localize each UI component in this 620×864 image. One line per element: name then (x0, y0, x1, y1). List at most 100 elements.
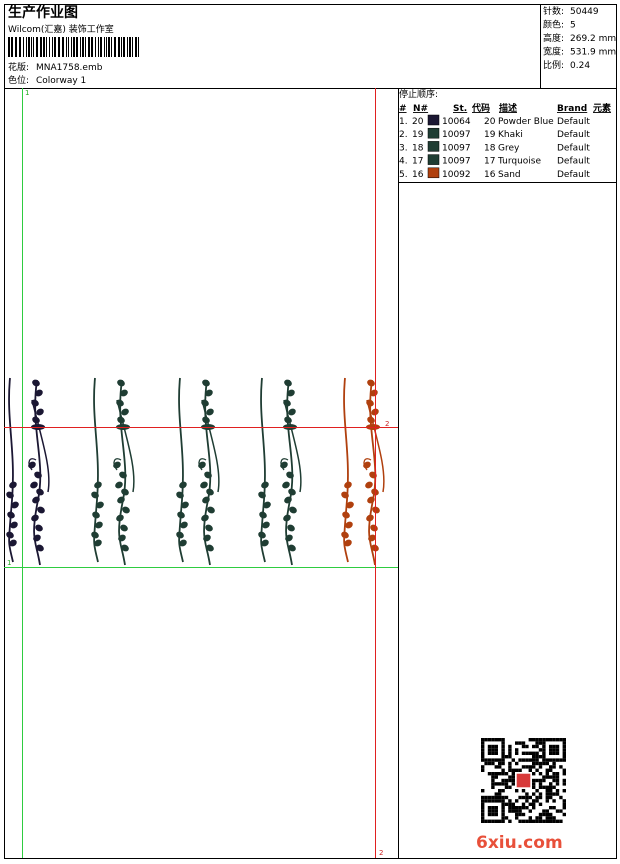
row-index: 3. (399, 143, 408, 153)
qr-module (542, 761, 546, 766)
qr-module (552, 778, 556, 783)
title: 生产作业图 (8, 4, 78, 21)
qr-module (508, 819, 512, 823)
qr-module (552, 761, 556, 766)
qr-module (532, 758, 536, 762)
qr-module (528, 768, 532, 772)
qr-module (498, 738, 502, 742)
qr-module (549, 792, 553, 796)
qr-module (528, 758, 532, 762)
leaf (119, 471, 127, 479)
qr-module (555, 819, 560, 823)
qr-module (501, 738, 505, 742)
qr-module (549, 758, 553, 762)
barcode-bar (31, 37, 32, 57)
column-header: 代码 (471, 102, 490, 114)
qr-module (538, 782, 543, 786)
qr-module (538, 802, 543, 806)
qr-code (481, 738, 566, 823)
leaf (32, 379, 40, 387)
qr-module (538, 772, 543, 776)
qr-module (481, 802, 485, 806)
qr-module (555, 744, 560, 749)
qr-module (501, 768, 505, 772)
qr-module (481, 809, 485, 813)
barcode-bar (114, 37, 116, 57)
qr-module (498, 795, 502, 800)
leaf (367, 416, 375, 424)
qr-module (542, 738, 546, 742)
thread-code: 10097 (442, 130, 471, 140)
qr-module (545, 761, 549, 766)
qr-module (491, 785, 495, 789)
leaf (262, 521, 270, 529)
code: 17 (484, 157, 495, 167)
barcode-bar (66, 37, 67, 57)
qr-module (498, 789, 502, 793)
qr-module (562, 758, 566, 762)
leaf (6, 491, 14, 499)
leaf (116, 514, 124, 522)
leaf (198, 461, 206, 469)
qr-module (535, 768, 539, 772)
qr-module (545, 816, 549, 820)
qr-module (494, 775, 498, 779)
qr-module (532, 819, 536, 823)
leaf (31, 514, 39, 522)
description: Powder Blue (498, 117, 554, 127)
leaf (206, 544, 214, 552)
qr-module (491, 738, 495, 742)
barcode-bar (95, 37, 96, 57)
leaf (181, 501, 189, 509)
qr-module (535, 778, 539, 783)
barcode-bar (36, 37, 38, 57)
qr-module (484, 799, 488, 803)
qr-module (491, 758, 495, 762)
qr-module (494, 795, 498, 800)
barcode-bar (43, 37, 45, 57)
qr-module (528, 765, 532, 769)
barcode-bar (8, 37, 10, 57)
leaf (96, 501, 104, 509)
qr-module (542, 775, 546, 779)
stat-label: 宽度: (543, 46, 564, 58)
barcode-bar (58, 37, 60, 57)
row-index: 2. (399, 130, 408, 140)
qr-module (511, 802, 515, 806)
design: MNA1758.emb (36, 63, 103, 73)
qr-module (535, 789, 539, 793)
qr-module (501, 819, 505, 823)
qr-module (487, 758, 492, 762)
description: Khaki (498, 130, 523, 140)
qr-module (504, 816, 509, 820)
qr-module (535, 795, 539, 800)
leaf (289, 506, 297, 514)
color-swatch (427, 127, 440, 139)
qr-module (562, 755, 566, 759)
leaf (365, 481, 373, 489)
brand: Default (557, 117, 590, 127)
qr-module (562, 744, 566, 749)
leaf (37, 506, 45, 514)
qr-module (545, 795, 549, 800)
qr-module (559, 738, 563, 742)
leaf (285, 534, 293, 542)
leaf (122, 506, 130, 514)
barcode-bar (52, 37, 53, 57)
qr-module (491, 775, 495, 779)
qr-module (498, 782, 502, 786)
brand: Default (557, 170, 590, 180)
column-header: St. (453, 104, 467, 114)
qr-module (511, 782, 515, 786)
qr-module (549, 738, 553, 742)
leaf (367, 379, 375, 387)
barcode-bar (85, 37, 86, 57)
qr-module (521, 751, 526, 755)
qr-module (538, 741, 543, 745)
qr-module (501, 741, 505, 745)
qr-module (542, 785, 546, 789)
leaf (201, 399, 209, 407)
leaf (120, 389, 128, 397)
qr-module (521, 806, 526, 810)
barcode-bar (129, 37, 131, 57)
